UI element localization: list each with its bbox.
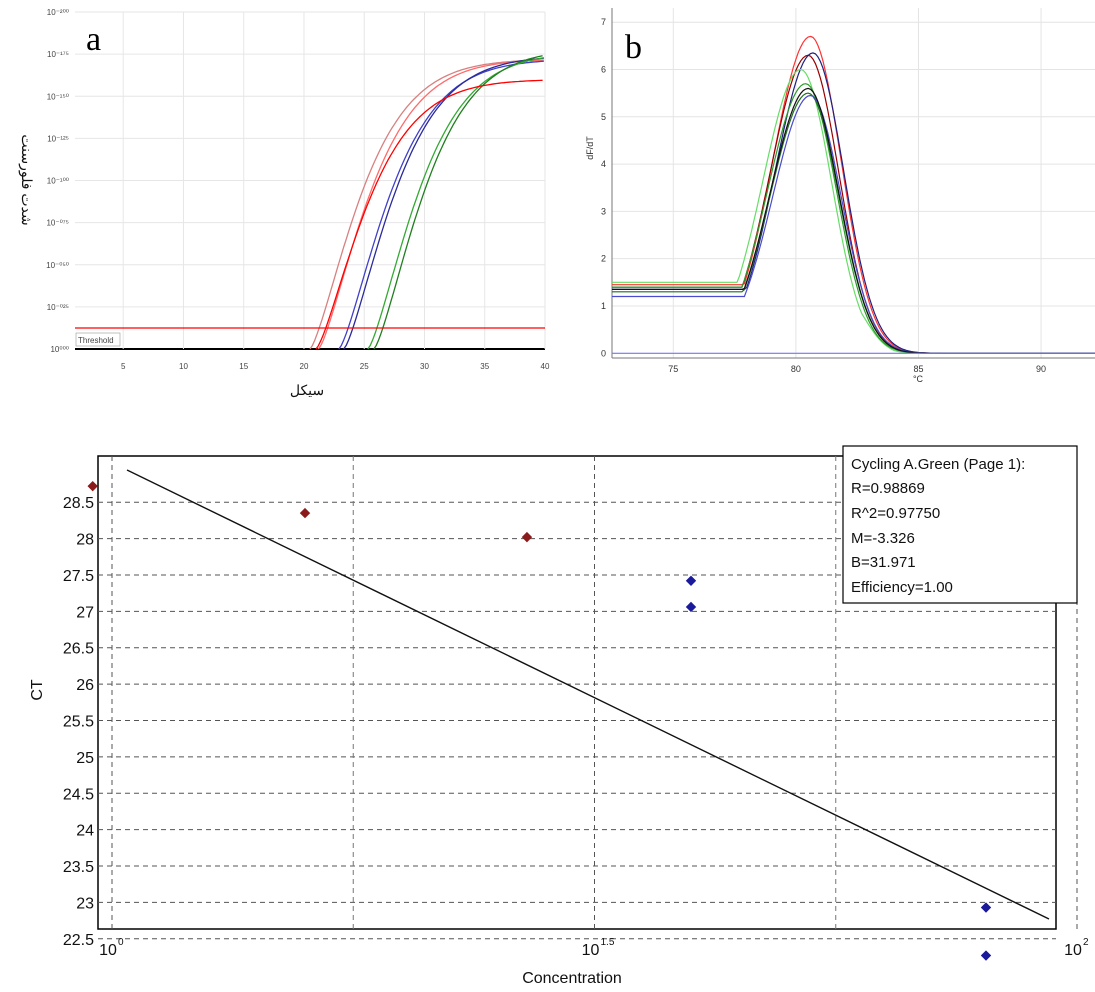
standard-curve-x-tick-exponent: 2 (1083, 937, 1089, 948)
melt-y-tick-label: 0 (601, 348, 606, 358)
amplification-grid (75, 11, 546, 349)
amplification-x-tick-label: 30 (420, 362, 429, 371)
melt-x-tick-label: 90 (1036, 364, 1046, 374)
standard-curve-x-tick-label: 10 (1064, 942, 1082, 959)
amplification-series-line[interactable] (367, 57, 544, 350)
amplification-y-label: شدت فلورسنت (18, 134, 35, 225)
stats-efficiency: Efficiency=1.00 (851, 579, 953, 596)
standard-curve-point[interactable] (980, 950, 992, 961)
amplification-series-line[interactable] (343, 57, 544, 350)
stats-r: R=0.98869 (851, 480, 925, 497)
stats-r2: R^2=0.97750 (851, 505, 940, 522)
standard-curve-y-tick-label: 28 (76, 532, 94, 549)
amplification-x-tick-label: 35 (480, 362, 489, 371)
amplification-y-tick-label: 10⁻¹⁵⁰ (47, 92, 69, 101)
standard-curve-point[interactable] (299, 507, 311, 519)
standard-curve-y-tick-label: 26.5 (63, 641, 94, 658)
melt-y-tick-label: 5 (601, 112, 606, 122)
standard-curve-point[interactable] (685, 601, 697, 613)
standard-curve-y-ticks: 22.5 23 23.5 24 24.5 25 25.5 26 26.5 27 27.5 28 28.5 (63, 495, 94, 949)
amplification-x-label: سیکل (290, 382, 324, 398)
amplification-series-line[interactable] (315, 79, 543, 350)
standard-curve-x-label: Concentration (522, 970, 622, 987)
amplification-y-tick-label: 10⁻⁰²⁵ (47, 303, 69, 312)
threshold-label: Threshold (78, 336, 114, 345)
standard-curve-x-tick-exponent: 1.5 (601, 937, 615, 948)
threshold-label-box (75, 332, 121, 347)
amplification-x-tick-label: 25 (360, 362, 369, 371)
standard-curve-y-tick-label: 27 (76, 604, 94, 621)
standard-curve-y-tick-label: 24.5 (63, 786, 94, 803)
standard-curve-y-tick-label: 28.5 (63, 495, 94, 512)
standard-curve-chart: 22.5 23 23.5 24 24.5 25 25.5 26 26.5 27 27.5 28 28.5… (29, 445, 1089, 987)
regression-line (126, 469, 1050, 920)
melt-y-tick-label: 2 (601, 254, 606, 264)
stats-title: Cycling A.Green (Page 1): (851, 456, 1025, 473)
standard-curve-points (87, 480, 992, 961)
standard-curve-y-tick-label: 24 (76, 823, 94, 840)
standard-curve-y-tick-label: 27.5 (63, 568, 94, 585)
melt-x-tick-label: 85 (913, 364, 923, 374)
standard-curve-y-tick-label: 22.5 (63, 932, 94, 949)
standard-curve-grid (98, 456, 1078, 940)
amplification-x-tick-label: 20 (300, 362, 309, 371)
standard-curve-x-tick-label: 10 (99, 942, 117, 959)
regression-stats-box: Cycling A.Green (Page 1): R=0.98869 R^2=… (842, 445, 1078, 604)
melt-y-tick-label: 4 (601, 159, 606, 169)
amplification-y-tick-label: 10⁻¹⁷⁵ (47, 50, 69, 59)
amplification-y-tick-label: 10⁻⁰⁵⁰ (46, 261, 69, 270)
standard-curve-y-tick-label: 25.5 (63, 714, 94, 731)
amplification-series-line[interactable] (309, 59, 544, 350)
amplification-x-tick-label: 10 (179, 362, 188, 371)
stats-m: M=-3.326 (851, 530, 915, 547)
amplification-y-tick-label: 10⁻²⁰⁰ (47, 8, 69, 17)
amplification-x-tick-label: 40 (541, 362, 550, 371)
melt-y-tick-label: 1 (601, 301, 606, 311)
standard-curve-y-tick-label: 23 (76, 895, 94, 912)
panel-label-b: b (625, 29, 642, 66)
amplification-chart: 10⁰⁰⁰ 10⁻⁰²⁵ 10⁻⁰⁵⁰ 10⁻⁰⁷⁵ 10⁻¹⁰⁰ 10⁻¹²⁵ 10⁻¹⁵… (0, 0, 560, 410)
melt-x-tick-label: 75 (668, 364, 678, 374)
amplification-series-line[interactable] (373, 55, 543, 350)
melt-x-label: °C (913, 374, 924, 384)
melt-series-group (612, 35, 1095, 354)
melt-y-label: dF/dT (585, 136, 595, 160)
amplification-y-tick-label: 10⁻⁰⁷⁵ (46, 219, 69, 228)
standard-curve-y-tick-label: 25 (76, 750, 94, 767)
standard-curve-y-tick-label: 26 (76, 677, 94, 694)
standard-curve-y-tick-label: 23.5 (63, 859, 94, 876)
standard-curve-point[interactable] (685, 575, 697, 586)
standard-curve-y-label: CT (29, 679, 46, 701)
panel-label-a: a (86, 21, 101, 58)
standard-curve-x-tick-exponent: 0 (118, 937, 124, 948)
standard-curve-x-tick-label: 10 (582, 942, 600, 959)
melt-y-tick-label: 3 (601, 206, 606, 216)
standard-curve-point[interactable] (87, 480, 98, 492)
standard-curve-point[interactable] (521, 531, 533, 543)
stats-b: B=31.971 (851, 554, 916, 571)
melt-curve-chart: 0 1 2 3 4 5 6 7 75 80 85 90 b °C dF/dT (585, 8, 1095, 384)
standard-curve-point[interactable] (980, 902, 992, 913)
amplification-x-tick-label: 15 (239, 362, 248, 371)
amplification-series-group (309, 55, 544, 350)
amplification-y-tick-label: 10⁰⁰⁰ (50, 345, 69, 354)
amplification-y-tick-label: 10⁻¹²⁵ (47, 134, 69, 143)
amplification-x-tick-label: 5 (121, 362, 126, 371)
amplification-x-ticks: 5 10 15 20 25 30 35 40 (121, 362, 550, 371)
melt-x-ticks: 75 80 85 90 (668, 364, 1046, 374)
melt-plot-area (612, 8, 1095, 358)
amplification-y-ticks: 10⁰⁰⁰ 10⁻⁰²⁵ 10⁻⁰⁵⁰ 10⁻⁰⁷⁵ 10⁻¹⁰⁰ 10⁻¹²⁵ 10⁻¹⁵… (46, 8, 69, 354)
melt-y-tick-label: 7 (601, 17, 606, 27)
melt-y-tick-label: 6 (601, 64, 606, 74)
melt-x-tick-label: 80 (791, 364, 801, 374)
melt-y-ticks: 0 1 2 3 4 5 6 7 (601, 17, 606, 358)
amplification-y-tick-label: 10⁻¹⁰⁰ (47, 177, 69, 186)
